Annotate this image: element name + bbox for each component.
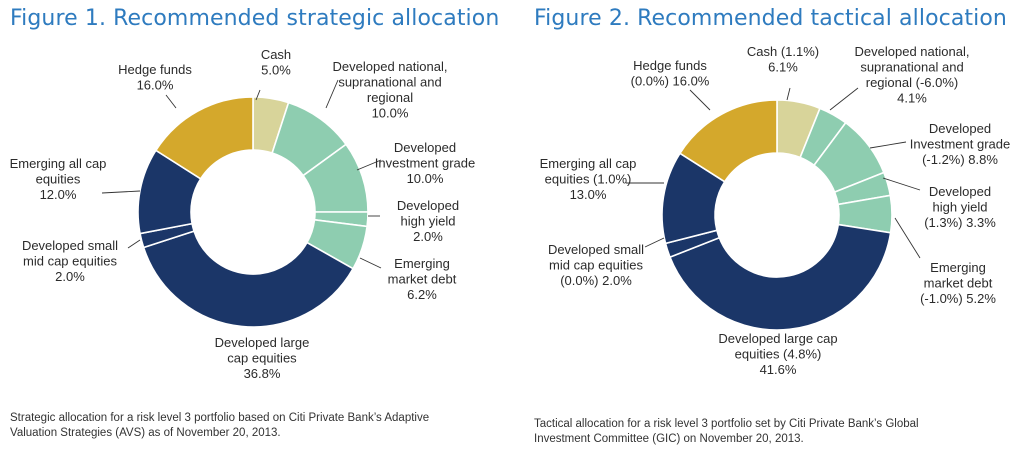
slice-label-line: equities (1.0%) [545, 172, 632, 187]
leader-line [894, 217, 921, 259]
figure-2-caption-line: Investment Committee (GIC) on November 2… [534, 433, 804, 445]
leader-line [255, 89, 261, 101]
slice-label: Hedge funds 16.0% [118, 62, 192, 93]
slice-label-line: Hedge funds [633, 58, 707, 73]
slice-label-line: Developed small [548, 242, 644, 257]
donut-chart-1: Cash 5.0% Developed national, supranational… [10, 47, 476, 381]
slice-label-line: 2.0% [55, 269, 85, 284]
leader-line [882, 177, 921, 191]
slice-label-line: 12.0% [40, 187, 77, 202]
slice-label-line: (0.0%) 2.0% [560, 273, 632, 288]
donut-slice [142, 230, 355, 328]
figure-2-caption-line: Tactical allocation for a risk level 3 p… [534, 418, 919, 430]
donut-slice [154, 96, 254, 180]
figure-2-caption: Tactical allocation for a risk level 3 p… [534, 417, 919, 447]
leader-line [101, 190, 141, 194]
slice-label: Emerging all cap equities 12.0% [10, 156, 107, 202]
slice-label-line: Developed national, [855, 44, 970, 59]
donut-slice [668, 223, 892, 331]
figure-1-caption-line: Strategic allocation for a risk level 3 … [10, 412, 430, 424]
slice-label: Developed small mid cap equities 2.0% [22, 238, 118, 284]
figure-1-title: Figure 1. Recommended strategic allocati… [10, 6, 500, 31]
slice-label: Developed Investment grade (-1.2%) 8.8% [910, 121, 1010, 167]
leader-line [359, 257, 382, 269]
slice-label-line: Developed large [215, 335, 310, 350]
slice-label-line: 6.1% [768, 60, 798, 75]
slice-label-line: 2.0% [413, 229, 443, 244]
slice-label: Emerging all cap equities (1.0%) 13.0% [540, 156, 637, 202]
slice-label-line: market debt [924, 276, 993, 291]
slice-label-line: 4.1% [897, 91, 927, 106]
donut-slice [678, 99, 778, 183]
slice-label: Cash (1.1%) 6.1% [747, 44, 819, 75]
leader-line [644, 237, 665, 248]
slice-label: Emerging market debt (-1.0%) 5.2% [920, 260, 996, 306]
slice-label-line: 5.0% [261, 63, 291, 78]
slice-label-line: Cash (1.1%) [747, 44, 819, 59]
slice-label-line: Developed [397, 198, 459, 213]
leader-line [356, 159, 382, 171]
leader-line [165, 94, 177, 109]
slice-label-line: Developed national, [333, 59, 448, 74]
slice-label-line: 13.0% [570, 187, 607, 202]
leader-line [127, 239, 141, 249]
slice-label-line: 16.0% [137, 78, 174, 93]
slice-label-line: supranational and [338, 75, 441, 90]
slice-label-line: 6.2% [407, 287, 437, 302]
slice-label-line: (0.0%) 16.0% [631, 74, 710, 89]
slice-label-line: Emerging all cap [540, 156, 637, 171]
slice-label-line: (1.3%) 3.3% [924, 215, 996, 230]
slice-label-line: Cash [261, 47, 291, 62]
slice-label-line: market debt [388, 272, 457, 287]
leader-line [829, 87, 859, 111]
slice-label-line: Developed large cap [718, 331, 837, 346]
slice-label: Developed high yield (1.3%) 3.3% [924, 184, 996, 230]
slice-label-line: Investment grade [375, 156, 475, 171]
slice-label: Developed small mid cap equities (0.0%) 2.… [548, 242, 644, 288]
slice-label-line: mid cap equities [23, 254, 117, 269]
slice-label-line: high yield [401, 214, 456, 229]
slice-label-line: 10.0% [372, 106, 409, 121]
slice-label-line: Developed [929, 184, 991, 199]
slice-label-line: supranational and [860, 60, 963, 75]
slice-label: Developed large cap equities (4.8%) 41.6% [718, 331, 837, 377]
slice-label-line: Developed [929, 121, 991, 136]
slice-label-line: Hedge funds [118, 62, 192, 77]
slice-label-line: Emerging [394, 256, 450, 271]
slice-label: Developed national, supranational and regi… [855, 44, 970, 106]
slice-label: Hedge funds (0.0%) 16.0% [631, 58, 710, 89]
slice-label-line: regional (-6.0%) [866, 75, 959, 90]
slice-label-line: equities (4.8%) [735, 347, 822, 362]
slice-label-line: Developed [394, 140, 456, 155]
leader-line [325, 79, 339, 109]
donut-chart-2: Cash (1.1%) 6.1% Developed national, supran… [540, 44, 1011, 377]
slice-label: Emerging market debt 6.2% [388, 256, 457, 302]
slice-label-line: (-1.2%) 8.8% [922, 152, 998, 167]
slice-label: Developed national, supranational and regi… [333, 59, 448, 121]
leader-line [786, 87, 791, 101]
slice-label-line: high yield [933, 200, 988, 215]
leader-line [689, 89, 711, 111]
slice-label-line: Emerging [930, 260, 986, 275]
figure-2-title: Figure 2. Recommended tactical allocatio… [534, 6, 1007, 31]
slice-label-line: Investment grade [910, 137, 1010, 152]
slice-label-line: Emerging all cap [10, 156, 107, 171]
slice-label-line: cap equities [227, 351, 297, 366]
leader-line [869, 141, 907, 149]
slice-label: Developed high yield 2.0% [397, 198, 459, 244]
slice-label-line: (-1.0%) 5.2% [920, 291, 996, 306]
slice-label: Developed large cap equities 36.8% [215, 335, 310, 381]
slice-label-line: 36.8% [244, 366, 281, 381]
slice-label-line: mid cap equities [549, 258, 643, 273]
slice-label: Developed Investment grade 10.0% [375, 140, 475, 186]
slice-label-line: Developed small [22, 238, 118, 253]
slice-label-line: equities [36, 172, 81, 187]
slice-label-line: 10.0% [407, 171, 444, 186]
slice-label-line: 41.6% [760, 362, 797, 377]
figure-1-caption-line: Valuation Strategies (AVS) as of Novembe… [10, 427, 281, 439]
figure-1-caption: Strategic allocation for a risk level 3 … [10, 411, 429, 441]
slice-label: Cash 5.0% [261, 47, 291, 78]
slice-label-line: regional [367, 90, 413, 105]
